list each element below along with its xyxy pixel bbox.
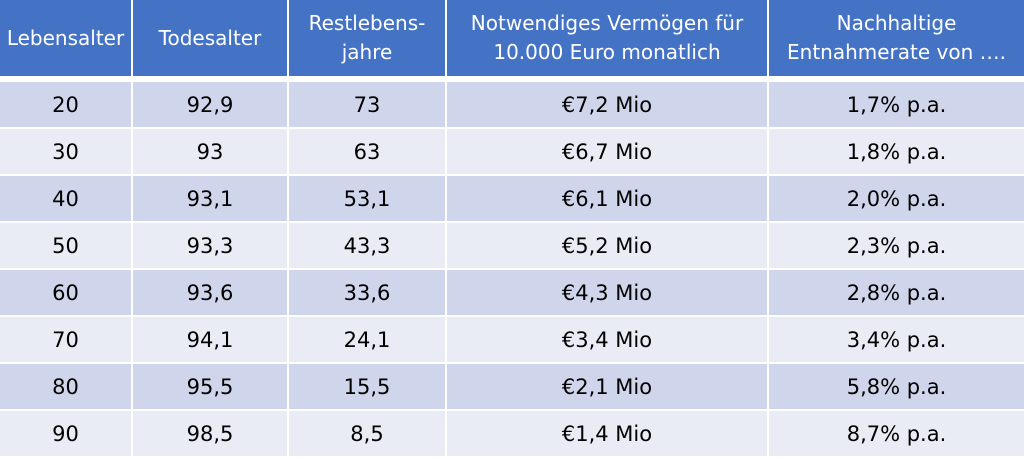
cell-entnahmerate: 3,4% p.a. [769, 317, 1024, 364]
header-line: Restlebens- [308, 11, 426, 35]
table-header: Lebensalter Todesalter Restlebens- jahre… [0, 0, 1024, 82]
table-row: 40 93,1 53,1 €6,1 Mio 2,0% p.a. [0, 176, 1024, 223]
header-line: Nachhaltige [836, 11, 957, 35]
cell-todesalter: 93,1 [133, 176, 289, 223]
cell-vermoegen: €1,4 Mio [447, 411, 769, 458]
cell-vermoegen: €7,2 Mio [447, 82, 769, 129]
cell-entnahmerate: 5,8% p.a. [769, 364, 1024, 411]
cell-todesalter: 94,1 [133, 317, 289, 364]
cell-entnahmerate: 2,0% p.a. [769, 176, 1024, 223]
cell-todesalter: 93 [133, 129, 289, 176]
cell-entnahmerate: 8,7% p.a. [769, 411, 1024, 458]
cell-lebensalter: 70 [0, 317, 133, 364]
table-row: 80 95,5 15,5 €2,1 Mio 5,8% p.a. [0, 364, 1024, 411]
header-notwendiges-vermoegen: Notwendiges Vermögen für 10.000 Euro mon… [447, 0, 769, 82]
cell-entnahmerate: 2,8% p.a. [769, 270, 1024, 317]
cell-entnahmerate: 1,8% p.a. [769, 129, 1024, 176]
cell-lebensalter: 50 [0, 223, 133, 270]
header-line: jahre [341, 40, 393, 64]
header-todesalter: Todesalter [133, 0, 289, 82]
header-line: Todesalter [158, 25, 262, 50]
cell-restlebensjahre: 53,1 [289, 176, 447, 223]
header-line: 10.000 Euro monatlich [493, 40, 721, 64]
cell-lebensalter: 30 [0, 129, 133, 176]
cell-vermoegen: €6,1 Mio [447, 176, 769, 223]
table-row: 20 92,9 73 €7,2 Mio 1,7% p.a. [0, 82, 1024, 129]
cell-todesalter: 98,5 [133, 411, 289, 458]
cell-vermoegen: €4,3 Mio [447, 270, 769, 317]
cell-lebensalter: 90 [0, 411, 133, 458]
cell-vermoegen: €3,4 Mio [447, 317, 769, 364]
cell-restlebensjahre: 33,6 [289, 270, 447, 317]
table-row: 30 93 63 €6,7 Mio 1,8% p.a. [0, 129, 1024, 176]
cell-vermoegen: €6,7 Mio [447, 129, 769, 176]
table-row: 70 94,1 24,1 €3,4 Mio 3,4% p.a. [0, 317, 1024, 364]
cell-todesalter: 93,6 [133, 270, 289, 317]
cell-restlebensjahre: 43,3 [289, 223, 447, 270]
cell-lebensalter: 60 [0, 270, 133, 317]
header-row: Lebensalter Todesalter Restlebens- jahre… [0, 0, 1024, 82]
header-line: Entnahmerate von …. [787, 40, 1006, 64]
cell-lebensalter: 80 [0, 364, 133, 411]
cell-entnahmerate: 2,3% p.a. [769, 223, 1024, 270]
table-body: 20 92,9 73 €7,2 Mio 1,7% p.a. 30 93 63 €… [0, 82, 1024, 458]
cell-restlebensjahre: 24,1 [289, 317, 447, 364]
cell-lebensalter: 20 [0, 82, 133, 129]
header-entnahmerate: Nachhaltige Entnahmerate von …. [769, 0, 1024, 82]
cell-vermoegen: €2,1 Mio [447, 364, 769, 411]
cell-restlebensjahre: 15,5 [289, 364, 447, 411]
header-line: Notwendiges Vermögen für [470, 11, 744, 35]
cell-restlebensjahre: 63 [289, 129, 447, 176]
cell-vermoegen: €5,2 Mio [447, 223, 769, 270]
cell-restlebensjahre: 8,5 [289, 411, 447, 458]
cell-todesalter: 93,3 [133, 223, 289, 270]
table-row: 90 98,5 8,5 €1,4 Mio 8,7% p.a. [0, 411, 1024, 458]
cell-lebensalter: 40 [0, 176, 133, 223]
cell-restlebensjahre: 73 [289, 82, 447, 129]
table-row: 50 93,3 43,3 €5,2 Mio 2,3% p.a. [0, 223, 1024, 270]
header-line: Lebensalter [6, 25, 125, 50]
table-row: 60 93,6 33,6 €4,3 Mio 2,8% p.a. [0, 270, 1024, 317]
cell-todesalter: 95,5 [133, 364, 289, 411]
cell-todesalter: 92,9 [133, 82, 289, 129]
cell-entnahmerate: 1,7% p.a. [769, 82, 1024, 129]
header-restlebensjahre: Restlebens- jahre [289, 0, 447, 82]
header-lebensalter: Lebensalter [0, 0, 133, 82]
